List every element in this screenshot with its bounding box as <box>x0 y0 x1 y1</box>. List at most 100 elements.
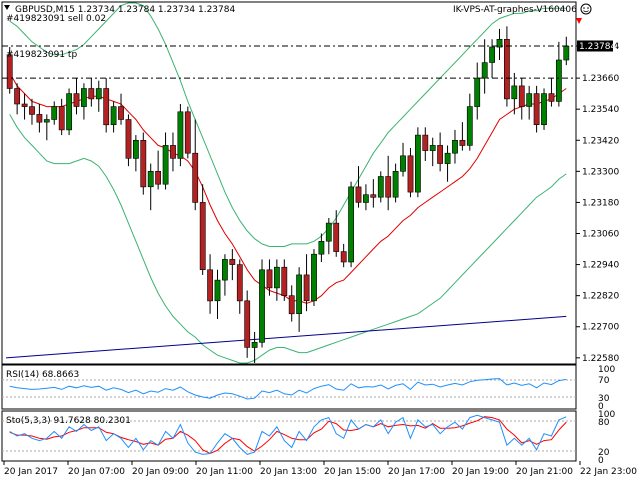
candle <box>548 78 555 107</box>
candle-body <box>511 85 518 100</box>
candle-body <box>489 46 495 63</box>
candle-body <box>325 222 332 242</box>
candle-body <box>400 155 406 172</box>
candle-body <box>452 140 458 154</box>
candle <box>58 98 65 136</box>
time-tick-label: 20 Jan 11:00 <box>196 467 253 477</box>
candle-body <box>385 176 392 198</box>
candle <box>140 132 147 195</box>
candle-body <box>229 259 236 265</box>
candle <box>29 98 35 125</box>
candle-body <box>444 152 451 164</box>
candle <box>303 254 310 312</box>
candle-body <box>288 295 295 315</box>
candle-body <box>43 119 50 123</box>
price-tick-label: 1.22580 <box>582 354 619 364</box>
candle-body <box>236 264 243 302</box>
candle-body <box>162 145 169 185</box>
price-tick-label: 1.23660 <box>582 74 619 84</box>
candle <box>177 104 184 167</box>
candle-body <box>296 274 302 314</box>
candle <box>184 106 191 159</box>
sell-order-label: #419823091 sell 0.02 <box>6 14 106 24</box>
time-tick-label: 20 Jan 07:00 <box>68 467 125 477</box>
candle <box>125 114 132 167</box>
stoch-level-0-label: 0 <box>598 456 604 466</box>
bollinger-bands <box>9 2 567 364</box>
candle <box>555 41 562 107</box>
candle-body <box>474 77 481 107</box>
price-tick-label: 1.23540 <box>582 105 619 115</box>
candle <box>14 83 20 115</box>
candle <box>496 28 503 60</box>
candle-body <box>155 171 161 185</box>
candle <box>370 179 377 208</box>
candle <box>429 137 436 167</box>
candle-body <box>6 54 13 89</box>
symbol-info-header: GBPUSD,M15 1.23734 1.23784 1.23734 1.237… <box>4 5 235 15</box>
price-tick-label: 1.22820 <box>582 292 619 302</box>
candle-body <box>81 88 87 107</box>
candle-body <box>407 155 414 193</box>
candle <box>251 331 258 363</box>
time-axis: 20 Jan 2017 20 Jan 07:00 20 Jan 09:00 20 Ja… <box>3 461 637 477</box>
candle <box>199 184 206 275</box>
candle-body <box>88 88 95 100</box>
candle <box>43 114 50 141</box>
candle <box>162 132 169 190</box>
candle <box>474 62 481 120</box>
candle-body <box>377 176 384 198</box>
time-tick-label: 22 Jan 23:00 <box>580 467 637 477</box>
candle-body <box>29 106 35 115</box>
rsi-level-30-label: 30 <box>598 394 610 404</box>
candle-body <box>244 300 251 348</box>
candle <box>88 78 95 107</box>
candle <box>392 163 399 203</box>
candle <box>95 80 102 112</box>
candle-body <box>133 140 139 159</box>
ma-slow-line <box>5 315 567 359</box>
candle-body <box>36 114 43 123</box>
candle-body <box>199 202 206 270</box>
rsi-pane[interactable] <box>1 364 577 410</box>
candle-body <box>392 171 399 198</box>
candle <box>155 150 161 190</box>
rsi-level-0-label: 0 <box>598 402 604 412</box>
candle <box>273 259 280 301</box>
rsi-line <box>9 378 567 400</box>
candle-body <box>66 93 72 131</box>
candle-body <box>481 62 488 79</box>
candle-body <box>355 186 362 203</box>
price-axis: 1.23784 1.23660 1.23540 1.23420 1.23300 1.231… <box>576 42 619 364</box>
candle-body <box>95 88 102 100</box>
candle-body <box>259 269 265 343</box>
candle-body <box>533 93 540 125</box>
candle <box>6 47 13 94</box>
candle <box>311 249 317 307</box>
smiley-icon[interactable] <box>580 3 592 15</box>
candle-body <box>51 106 58 120</box>
candle <box>325 217 332 255</box>
candle-body <box>303 274 310 302</box>
candle <box>541 88 547 130</box>
candle-body <box>459 140 466 146</box>
bollinger-upper-line <box>9 2 567 247</box>
collapse-triangle-icon[interactable] <box>4 5 10 10</box>
candle <box>192 119 199 211</box>
candle-body <box>348 186 354 263</box>
candle <box>444 145 451 182</box>
candle-body <box>58 106 65 131</box>
tp-order-label: #419823091 tp <box>6 50 77 60</box>
candle-body <box>207 269 213 302</box>
candle <box>214 269 221 319</box>
candle-body <box>103 88 110 126</box>
candle-body <box>422 134 429 151</box>
stoch-label: Sto(5,3,3) 91.7628 80.2301 <box>6 416 131 426</box>
candle-body <box>266 269 273 289</box>
candle <box>377 171 384 203</box>
candle <box>281 259 288 301</box>
candle <box>503 26 510 107</box>
price-tick-label: 1.23060 <box>582 230 619 240</box>
candle-body <box>548 93 555 102</box>
